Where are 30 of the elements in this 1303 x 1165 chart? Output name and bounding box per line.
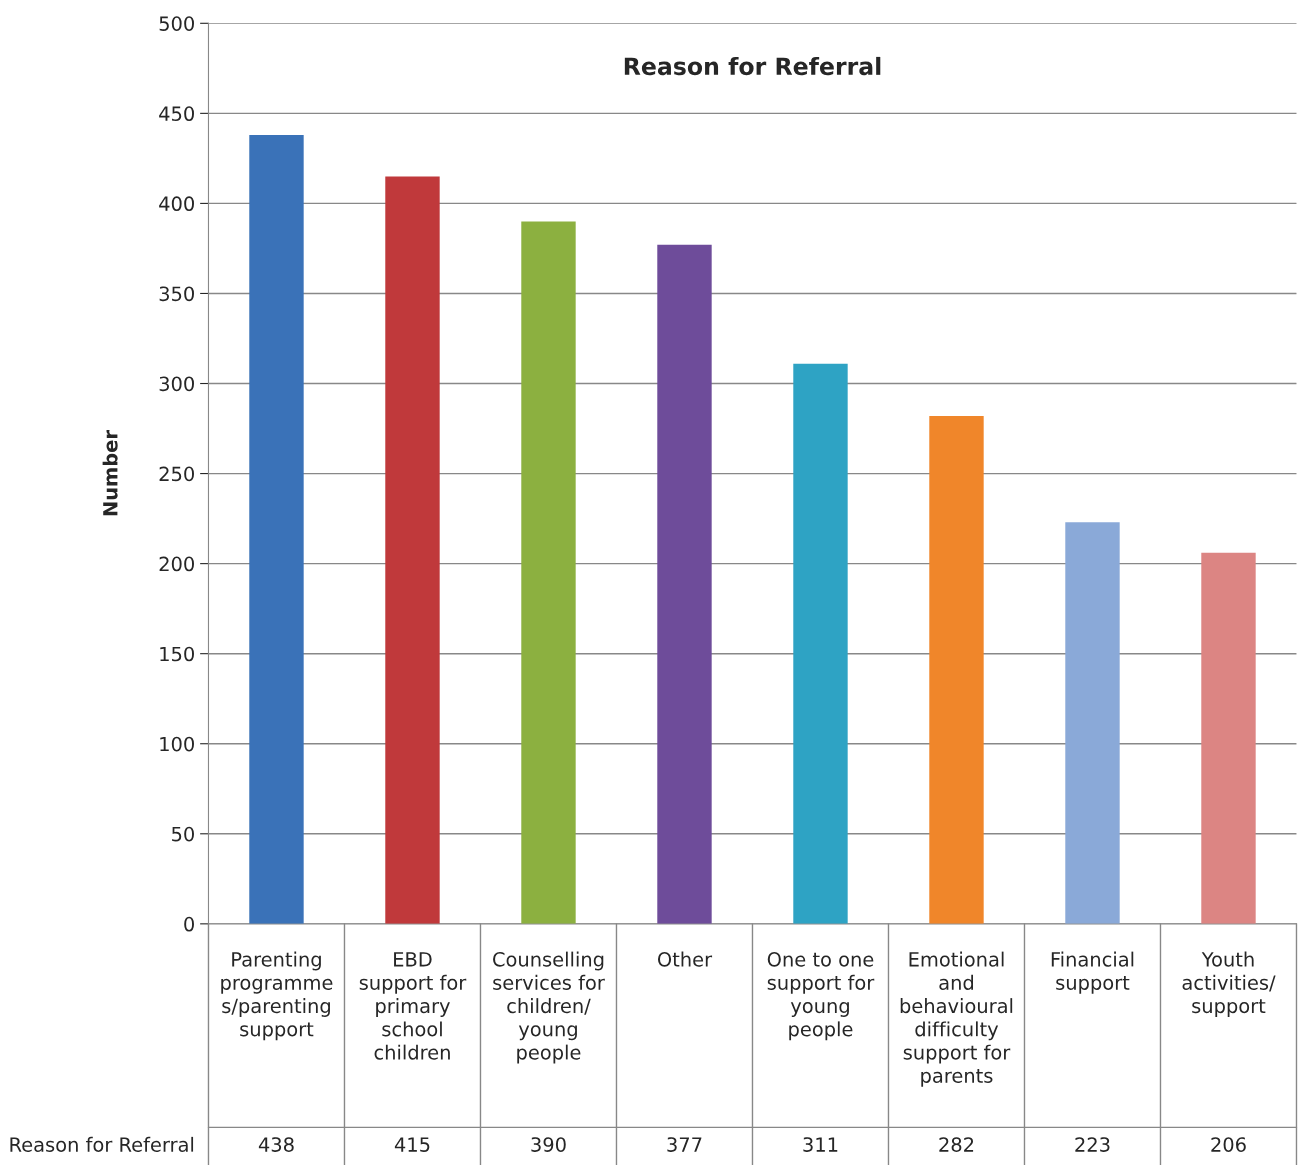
data-label: 206 [1211, 1137, 1246, 1152]
data-label: 311 [803, 1137, 838, 1152]
y-tick-label: 450 [159, 106, 194, 122]
data-label: 415 [394, 1137, 430, 1152]
x-tick-label: Youth activities/ support [1182, 951, 1276, 1017]
y-axis-title: Number [102, 430, 118, 516]
x-tick-label: Other [657, 951, 713, 967]
x-tick-label: Financial support [1051, 951, 1134, 994]
y-tick-label: 250 [159, 466, 194, 482]
y-tick-label: 100 [160, 736, 194, 752]
data-label: 438 [258, 1137, 294, 1152]
y-tick-label: 200 [159, 556, 194, 572]
x-tick-label: Emotional and behavioural difficulty support for parents [900, 951, 1013, 1087]
y-tick-label: 300 [159, 376, 194, 392]
data-label: 223 [1075, 1137, 1110, 1152]
x-tick-label: Counselling services for children/ young people [493, 951, 605, 1064]
data-label: 282 [939, 1137, 974, 1152]
text: Reason for Referral [624, 56, 881, 76]
data-label: 390 [531, 1137, 566, 1152]
data-label: 377 [667, 1137, 702, 1152]
x-tick-label: Parenting programme s/parenting support [221, 951, 333, 1041]
y-tick-label: 500 [159, 16, 194, 31]
x-tick-label: EBD support for primary school children [359, 952, 467, 1060]
y-tick-label: 50 [172, 826, 194, 842]
text: Reason for Referral [10, 1136, 194, 1152]
y-tick-label: 0 [184, 916, 194, 932]
y-tick-label: 150 [160, 646, 194, 662]
y-tick-label: 350 [159, 286, 194, 302]
x-tick-label: One to one support for young people [767, 951, 875, 1041]
y-tick-label: 400 [159, 196, 194, 212]
